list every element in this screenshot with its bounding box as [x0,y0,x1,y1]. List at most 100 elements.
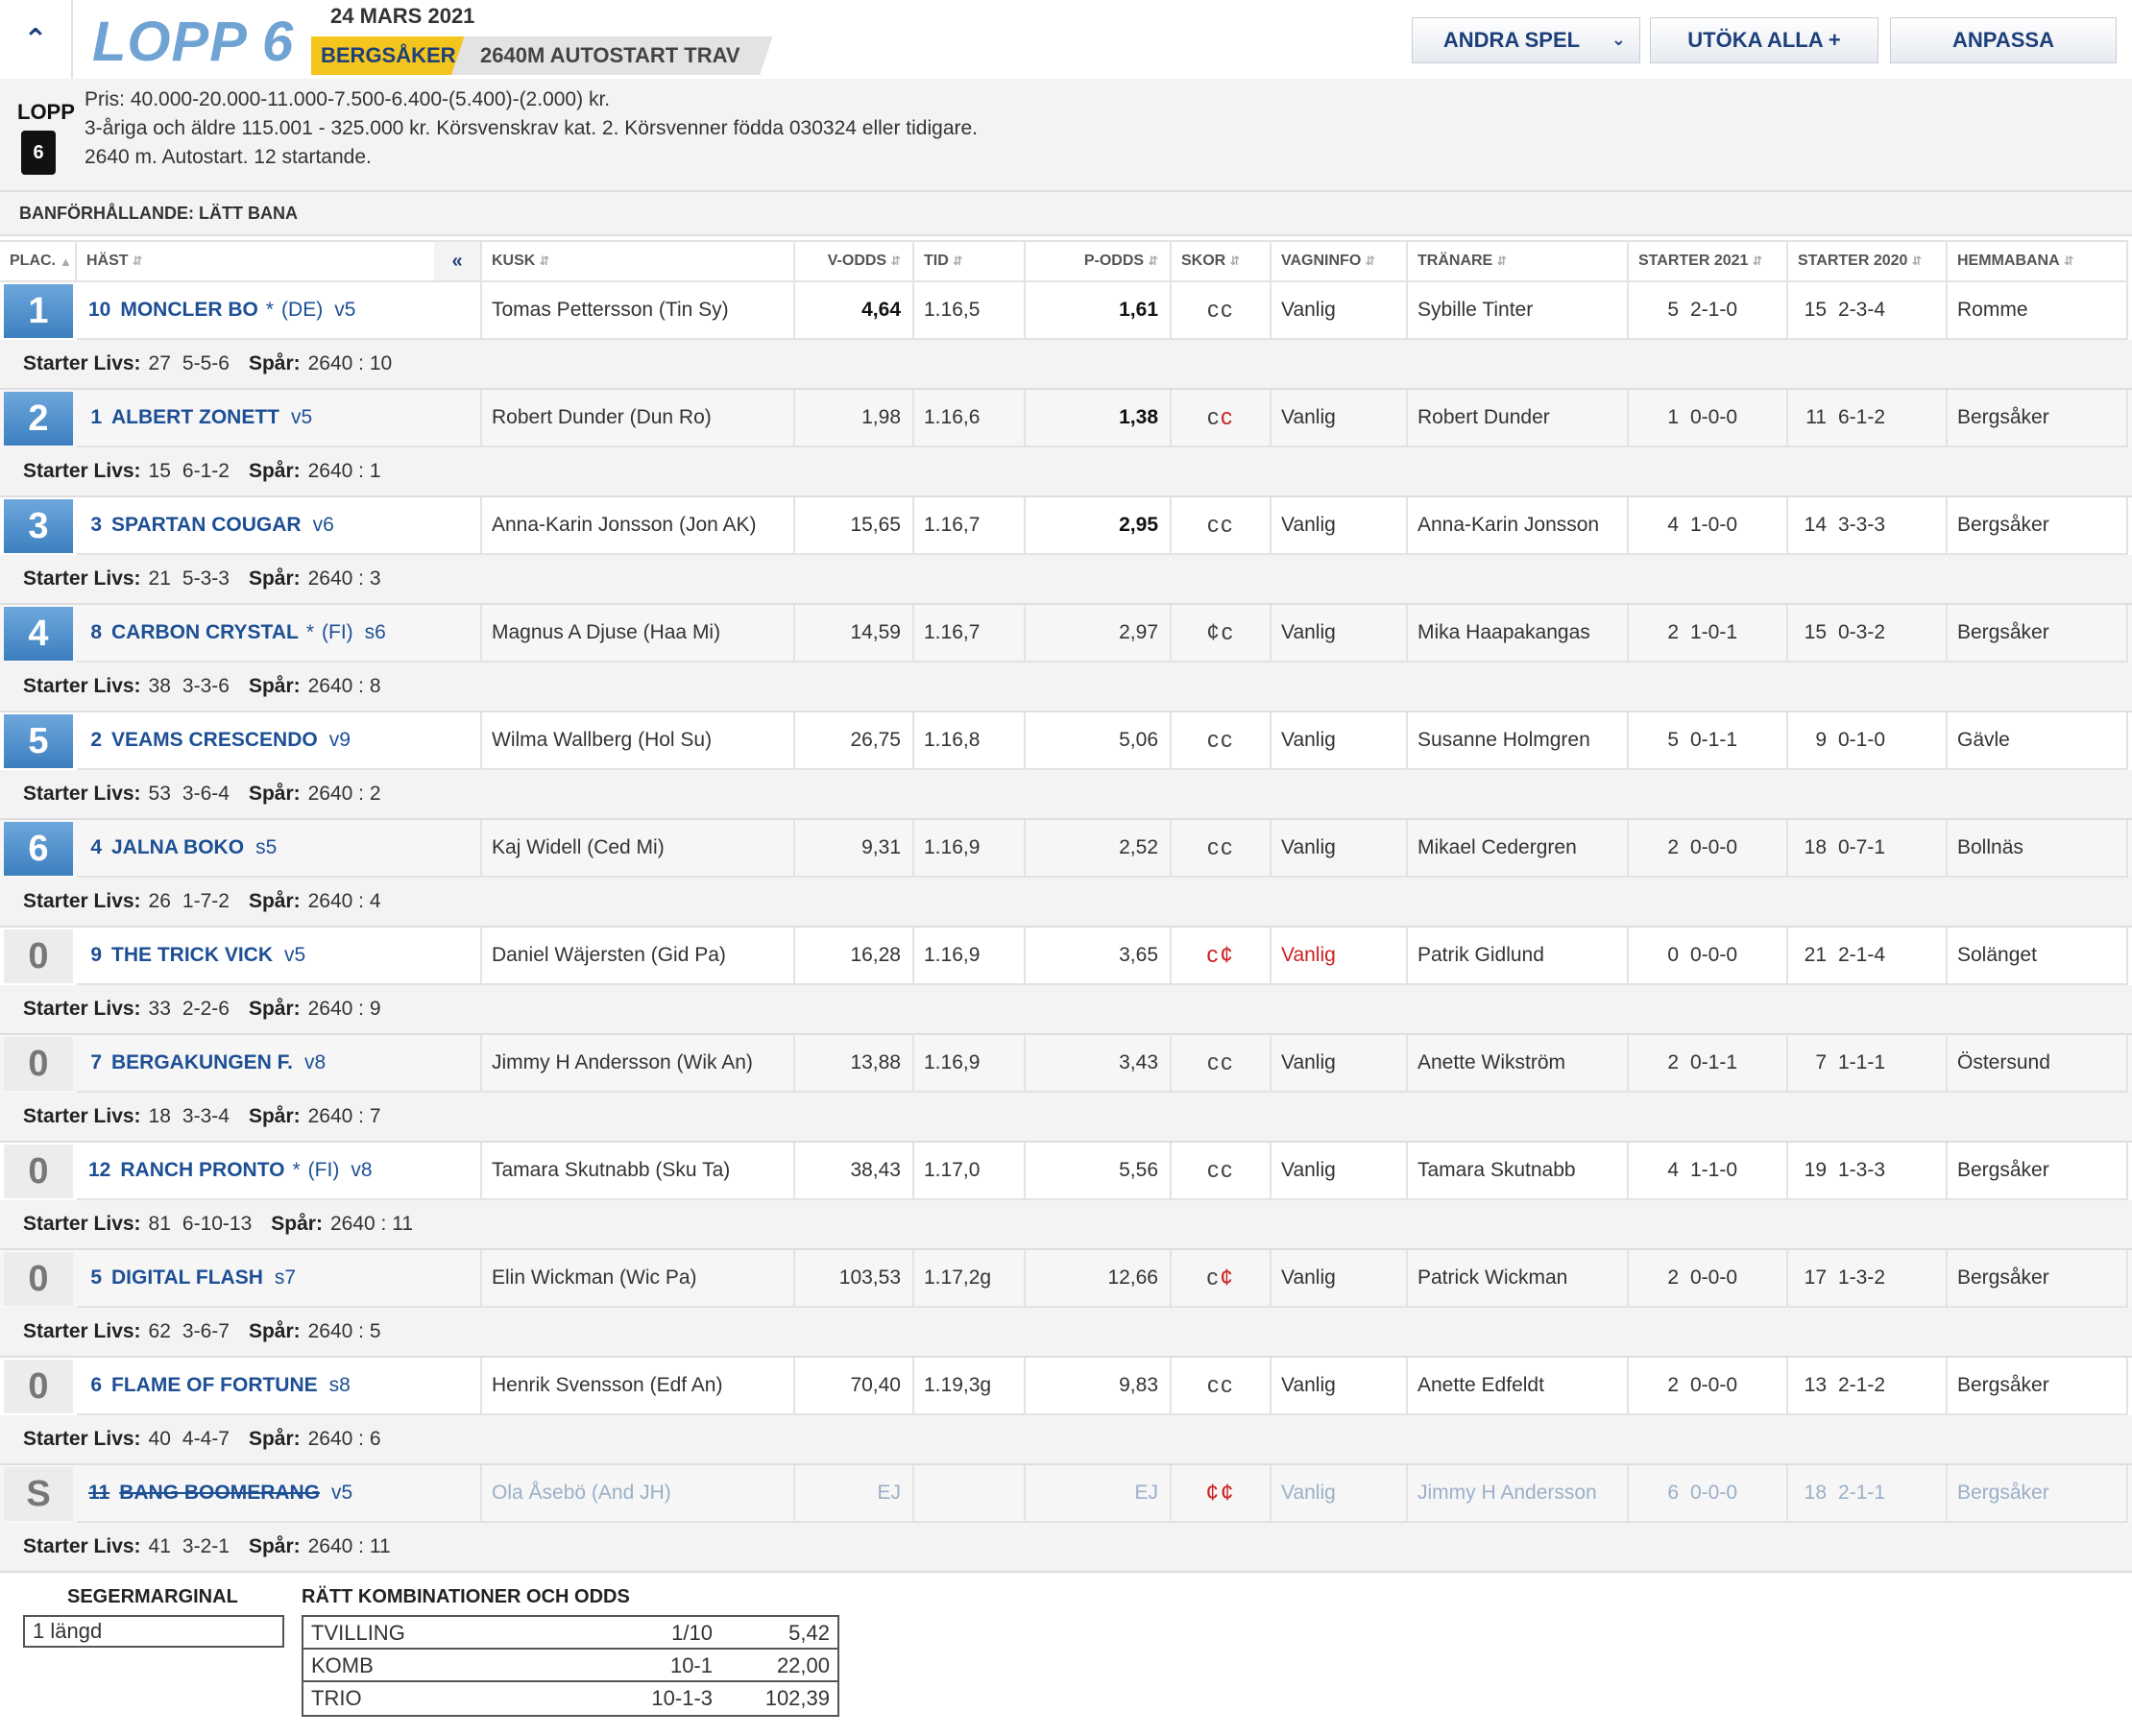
table-row[interactable]: 0 6 FLAME OF FORTUNE s8 Henrik Svensson (Edf… [0,1358,2132,1415]
horse-name-link: CARBON CRYSTAL [111,621,299,643]
andra-spel-button[interactable]: ANDRA SPEL ⌄ [1412,17,1640,63]
starter-livs-label: Starter Livs: [23,783,141,805]
runner-row: 0 12 RANCH PRONTO * (FI) v8 Tamara Skutnabb (S… [0,1143,2132,1250]
shoe-on-icon: c [1221,404,1234,430]
starts-2020-record: 1-3-2 [1838,1266,1886,1289]
cell-tranare[interactable]: Mika Haapakangas [1408,605,1629,663]
cell-tranare[interactable]: Patrick Wickman [1408,1250,1629,1308]
cell-kusk[interactable]: Anna-Karin Jonsson (Jon AK) [482,497,795,555]
cell-tranare[interactable]: Susanne Holmgren [1408,712,1629,770]
cell-hast[interactable]: 12 RANCH PRONTO * (FI) v8 [77,1143,482,1200]
starts-2020-record: 1-1-1 [1838,1051,1886,1073]
cell-hast[interactable]: 11 BANG BOOMERANG v5 [77,1465,482,1523]
col-starter-2021[interactable]: STARTER 2021 ⇵ [1629,240,1788,282]
col-skor[interactable]: SKOR ⇵ [1172,240,1272,282]
horse-name-link: RANCH PRONTO [120,1159,285,1181]
table-row[interactable]: 3 3 SPARTAN COUGAR v6 Anna-Karin Jonsson (Jo… [0,497,2132,555]
col-vodds[interactable]: V-ODDS ⇵ [795,240,914,282]
cell-kusk[interactable]: Elin Wickman (Wic Pa) [482,1250,795,1308]
collapse-columns-button[interactable]: « [434,240,482,282]
cell-kusk[interactable]: Tamara Skutnabb (Sku Ta) [482,1143,795,1200]
col-hast[interactable]: HÄST ⇵ [77,240,434,282]
cell-s21: 6 0-0-0 [1629,1465,1788,1523]
utoka-alla-button[interactable]: UTÖKA ALLA + [1650,17,1878,63]
cell-hast[interactable]: 6 FLAME OF FORTUNE s8 [77,1358,482,1415]
horse-name-link: ALBERT ZONETT [111,406,279,428]
table-row[interactable]: 1 10 MONCLER BO * (DE) v5 Tomas Pettersson (Ti… [0,282,2132,340]
table-row[interactable]: 0 9 THE TRICK VICK v5 Daniel Wäjersten (Gid … [0,928,2132,985]
shoe-off-icon: ¢ [1220,1265,1235,1290]
cell-kusk[interactable]: Kaj Widell (Ced Mi) [482,820,795,878]
cell-tranare[interactable]: Mikael Cedergren [1408,820,1629,878]
anpassa-button[interactable]: ANPASSA [1890,17,2117,63]
lifetime-record: 3-6-7 [182,1320,230,1342]
cell-hast[interactable]: 10 MONCLER BO * (DE) v5 [77,282,482,340]
cell-podds: 9,83 [1026,1358,1172,1415]
col-kusk[interactable]: KUSK ⇵ [482,240,795,282]
place-odds: 2,52 [1119,836,1158,858]
cell-home: Romme [1948,282,2128,340]
cell-tranare[interactable]: Tamara Skutnabb [1408,1143,1629,1200]
col-podds[interactable]: P-ODDS ⇵ [1026,240,1172,282]
cell-home: Bergsåker [1948,1465,2128,1523]
cell-hast[interactable]: 4 JALNA BOKO s5 [77,820,482,878]
cell-tranare[interactable]: Patrik Gidlund [1408,928,1629,985]
cell-hast[interactable]: 5 DIGITAL FLASH s7 [77,1250,482,1308]
table-row[interactable]: 0 7 BERGAKUNGEN F. v8 Jimmy H Andersson (Wik… [0,1035,2132,1093]
placement-badge: 6 [4,822,73,876]
cell-kusk[interactable]: Robert Dunder (Dun Ro) [482,390,795,447]
cell-kusk[interactable]: Henrik Svensson (Edf An) [482,1358,795,1415]
cell-tranare[interactable]: Robert Dunder [1408,390,1629,447]
cell-s20: 14 3-3-3 [1788,497,1948,555]
start-number: 6 [90,1374,102,1396]
cell-hast[interactable]: 3 SPARTAN COUGAR v6 [77,497,482,555]
combo-odds: 22,00 [776,1653,830,1677]
starts-2020-count: 19 [1804,1159,1827,1181]
cell-kusk[interactable]: Tomas Pettersson (Tin Sy) [482,282,795,340]
cell-hast[interactable]: 7 BERGAKUNGEN F. v8 [77,1035,482,1093]
starts-2020-count: 21 [1804,944,1827,966]
col-hemmabana[interactable]: HEMMABANA ⇵ [1948,240,2128,282]
horse-form: v5 [290,406,313,428]
cell-kusk[interactable]: Magnus A Djuse (Haa Mi) [482,605,795,663]
shoe-on-icon: c [1206,942,1221,968]
cell-skor: cc [1172,1358,1272,1415]
cell-vagninfo: Vanlig [1272,605,1408,663]
cell-s20: 21 2-1-4 [1788,928,1948,985]
cell-skor: ¢¢ [1172,1465,1272,1523]
cell-hast[interactable]: 8 CARBON CRYSTAL * (FI) s6 [77,605,482,663]
cell-s21: 2 0-0-0 [1629,1358,1788,1415]
col-plac[interactable]: PLAC. ▲ [0,240,77,282]
cell-kusk[interactable]: Ola Åsebö (And JH) [482,1465,795,1523]
starts-2021-record: 1-0-0 [1690,514,1738,536]
col-tid[interactable]: TID ⇵ [914,240,1026,282]
cell-tranare[interactable]: Anette Edfeldt [1408,1358,1629,1415]
col-starter-2020[interactable]: STARTER 2020 ⇵ [1788,240,1948,282]
table-row[interactable]: 5 2 VEAMS CRESCENDO v9 Wilma Wallberg (Hol S… [0,712,2132,770]
table-row[interactable]: 0 12 RANCH PRONTO * (FI) v8 Tamara Skutnabb (S… [0,1143,2132,1200]
cell-hast[interactable]: 9 THE TRICK VICK v5 [77,928,482,985]
cell-hast[interactable]: 2 VEAMS CRESCENDO v9 [77,712,482,770]
col-vagninfo[interactable]: VAGNINFO ⇵ [1272,240,1408,282]
cell-kusk[interactable]: Daniel Wäjersten (Gid Pa) [482,928,795,985]
table-row[interactable]: 4 8 CARBON CRYSTAL * (FI) s6 Magnus A Djuse (H… [0,605,2132,663]
cell-kusk[interactable]: Wilma Wallberg (Hol Su) [482,712,795,770]
horse-origin: (DE) [281,299,324,321]
shoe-icon: cc [1207,834,1234,861]
cell-tranare[interactable]: Anna-Karin Jonsson [1408,497,1629,555]
trainer-name: Anette Wikström [1417,1051,1566,1073]
table-row[interactable]: 6 4 JALNA BOKO s5 Kaj Widell (Ced Mi) 9,31 1.1… [0,820,2132,878]
collapse-race-button[interactable]: ⌃ [0,0,73,79]
table-row[interactable]: 2 1 ALBERT ZONETT v5 Robert Dunder (Dun Ro) 1… [0,390,2132,447]
cell-s20: 11 6-1-2 [1788,390,1948,447]
table-row[interactable]: 0 5 DIGITAL FLASH s7 Elin Wickman (Wic Pa) 10… [0,1250,2132,1308]
cell-tranare[interactable]: Jimmy H Andersson [1408,1465,1629,1523]
cell-hast[interactable]: 1 ALBERT ZONETT v5 [77,390,482,447]
place-odds: 3,43 [1119,1051,1158,1073]
cell-tranare[interactable]: Anette Wikström [1408,1035,1629,1093]
starter-livs-row: Starter Livs: 26 1-7-2 Spår: 2640 : 4 [0,878,2132,928]
col-tranare[interactable]: TRÄNARE ⇵ [1408,240,1629,282]
cell-kusk[interactable]: Jimmy H Andersson (Wik An) [482,1035,795,1093]
cell-tranare[interactable]: Sybille Tinter [1408,282,1629,340]
table-row[interactable]: S 11 BANG BOOMERANG v5 Ola Åsebö (And JH) EJ E… [0,1465,2132,1523]
